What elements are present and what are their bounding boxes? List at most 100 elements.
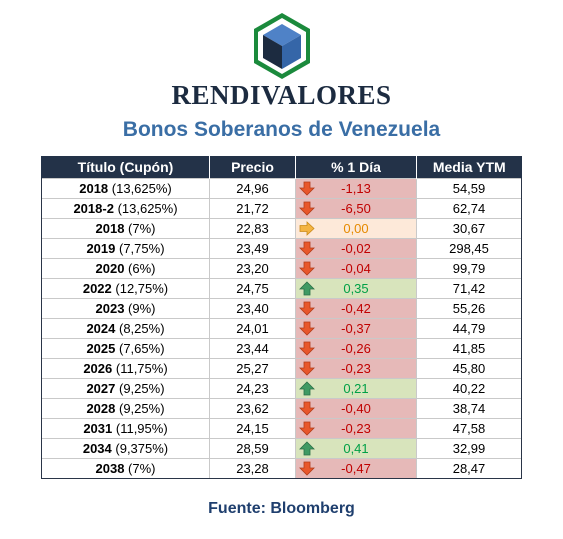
- change-cell: -0,02: [295, 238, 417, 259]
- bond-coupon: (7,65%): [119, 341, 165, 356]
- bond-year: 2031: [83, 421, 113, 436]
- ytm-cell: 298,45: [416, 238, 522, 259]
- change-value: 0,35: [343, 281, 369, 296]
- change-value: -6,50: [341, 201, 371, 216]
- change-value: 0,41: [343, 441, 369, 456]
- bond-year: 2038: [95, 461, 125, 476]
- column-header-ytm: Media YTM: [416, 156, 522, 179]
- change-cell: -0,23: [295, 358, 417, 379]
- source-note: Fuente: Bloomberg: [208, 500, 355, 517]
- change-value: -1,13: [341, 181, 371, 196]
- ytm-cell: 32,99: [416, 438, 522, 459]
- change-cell: -0,42: [295, 298, 417, 319]
- table-row: 2022 (12,75%) 24,75 0,35 71,42: [41, 278, 522, 299]
- bond-year: 2018: [95, 221, 125, 236]
- bond-year: 2022: [82, 281, 112, 296]
- arrow-down-icon: [299, 261, 315, 276]
- bond-year: 2018: [79, 181, 109, 196]
- arrow-down-icon: [299, 361, 315, 376]
- rendivalores-logo: [254, 13, 310, 79]
- bond-title-cell: 2031 (11,95%): [41, 418, 210, 439]
- price-cell: 24,75: [209, 278, 296, 299]
- change-value: -0,26: [341, 341, 371, 356]
- bond-title-cell: 2020 (6%): [41, 258, 210, 279]
- bond-coupon: (7,75%): [119, 241, 165, 256]
- arrow-up-icon: [299, 381, 315, 396]
- column-header-change: % 1 Día: [295, 156, 417, 179]
- column-header-title: Título (Cupón): [41, 156, 210, 179]
- bond-year: 2028: [86, 401, 116, 416]
- arrow-down-icon: [299, 341, 315, 356]
- price-cell: 21,72: [209, 198, 296, 219]
- bond-coupon: (11,75%): [115, 361, 168, 376]
- table-row: 2020 (6%) 23,20 -0,04 99,79: [41, 258, 522, 279]
- ytm-cell: 54,59: [416, 178, 522, 199]
- change-cell: -1,13: [295, 178, 417, 199]
- table-row: 2025 (7,65%) 23,44 -0,26 41,85: [41, 338, 522, 359]
- arrow-down-icon: [299, 321, 315, 336]
- change-cell: -0,37: [295, 318, 417, 339]
- price-cell: 28,59: [209, 438, 296, 459]
- change-cell: 0,21: [295, 378, 417, 399]
- column-header-price: Precio: [209, 156, 296, 179]
- bond-year: 2034: [82, 441, 112, 456]
- ytm-cell: 44,79: [416, 318, 522, 339]
- bond-year: 2020: [95, 261, 125, 276]
- change-value: 0,21: [343, 381, 369, 396]
- price-cell: 22,83: [209, 218, 296, 239]
- table-row: 2018 (13,625%) 24,96 -1,13 54,59: [41, 178, 522, 199]
- ytm-cell: 41,85: [416, 338, 522, 359]
- bond-title-cell: 2024 (8,25%): [41, 318, 210, 339]
- bond-title-cell: 2023 (9%): [41, 298, 210, 319]
- ytm-cell: 28,47: [416, 458, 522, 479]
- bond-title-cell: 2034 (9,375%): [41, 438, 210, 459]
- price-cell: 23,20: [209, 258, 296, 279]
- table-row: 2018-2 (13,625%) 21,72 -6,50 62,74: [41, 198, 522, 219]
- bond-year: 2019: [86, 241, 116, 256]
- table-header-row: Título (Cupón) Precio % 1 Día Media YTM: [41, 156, 522, 179]
- price-cell: 24,23: [209, 378, 296, 399]
- table-row: 2023 (9%) 23,40 -0,42 55,26: [41, 298, 522, 319]
- arrow-down-icon: [299, 241, 315, 256]
- table-row: 2028 (9,25%) 23,62 -0,40 38,74: [41, 398, 522, 419]
- price-cell: 24,96: [209, 178, 296, 199]
- arrow-up-icon: [299, 281, 315, 296]
- bond-title-cell: 2027 (9,25%): [41, 378, 210, 399]
- bond-coupon: (11,95%): [115, 421, 168, 436]
- ytm-cell: 38,74: [416, 398, 522, 419]
- bond-year: 2027: [86, 381, 116, 396]
- bond-title-cell: 2038 (7%): [41, 458, 210, 479]
- ytm-cell: 55,26: [416, 298, 522, 319]
- price-cell: 23,62: [209, 398, 296, 419]
- table-row: 2031 (11,95%) 24,15 -0,23 47,58: [41, 418, 522, 439]
- price-cell: 23,49: [209, 238, 296, 259]
- table-row: 2038 (7%) 23,28 -0,47 28,47: [41, 458, 522, 479]
- change-value: -0,42: [341, 301, 371, 316]
- bond-title-cell: 2019 (7,75%): [41, 238, 210, 259]
- bond-year: 2025: [86, 341, 116, 356]
- table-row: 2026 (11,75%) 25,27 -0,23 45,80: [41, 358, 522, 379]
- bond-title-cell: 2028 (9,25%): [41, 398, 210, 419]
- ytm-cell: 62,74: [416, 198, 522, 219]
- arrow-up-icon: [299, 441, 315, 456]
- change-value: -0,40: [341, 401, 371, 416]
- change-value: -0,04: [341, 261, 371, 276]
- change-value: 0,00: [343, 221, 369, 236]
- arrow-right-icon: [299, 221, 315, 236]
- bond-coupon: (13,625%): [111, 181, 172, 196]
- arrow-down-icon: [299, 181, 315, 196]
- bond-coupon: (9,375%): [115, 441, 169, 456]
- price-cell: 24,01: [209, 318, 296, 339]
- change-cell: -0,23: [295, 418, 417, 439]
- change-value: -0,23: [341, 421, 371, 436]
- table-row: 2018 (7%) 22,83 0,00 30,67: [41, 218, 522, 239]
- price-cell: 23,40: [209, 298, 296, 319]
- arrow-down-icon: [299, 461, 315, 476]
- price-cell: 24,15: [209, 418, 296, 439]
- price-cell: 23,44: [209, 338, 296, 359]
- ytm-cell: 99,79: [416, 258, 522, 279]
- bond-title-cell: 2018-2 (13,625%): [41, 198, 210, 219]
- bond-coupon: (9%): [128, 301, 156, 316]
- arrow-down-icon: [299, 421, 315, 436]
- change-cell: -6,50: [295, 198, 417, 219]
